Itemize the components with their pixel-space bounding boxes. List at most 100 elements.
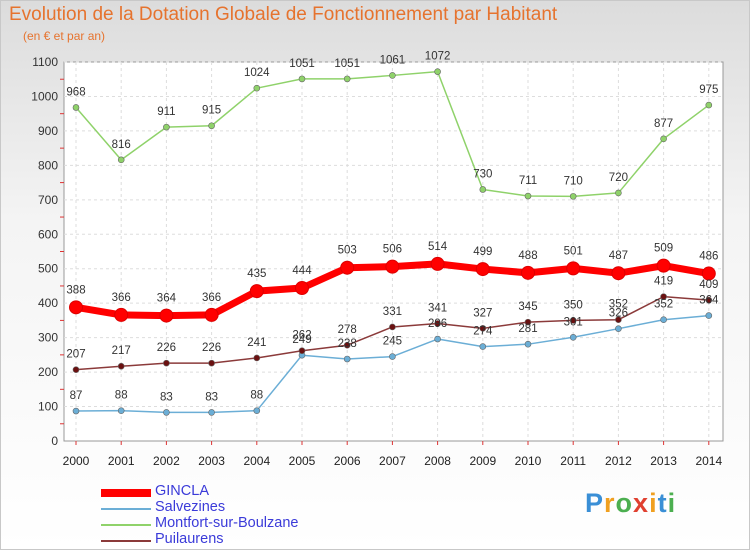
data-label: 301 [564, 316, 583, 328]
data-label: 968 [66, 86, 85, 98]
proxiti-logo: Proxiti [585, 488, 676, 519]
data-label: 435 [247, 268, 266, 280]
data-point [434, 320, 441, 327]
data-label: 409 [699, 279, 718, 291]
legend-label: GINCLA [155, 483, 209, 499]
data-point [295, 281, 309, 296]
data-label: 503 [338, 245, 357, 257]
data-label: 364 [157, 293, 177, 305]
y-tick-label: 500 [38, 262, 58, 276]
data-point [204, 307, 219, 322]
data-point [615, 325, 622, 332]
data-point [72, 104, 80, 111]
data-label: 274 [473, 326, 493, 338]
y-tick-label: 200 [38, 365, 58, 379]
data-label: 1024 [244, 67, 270, 79]
data-label: 350 [564, 299, 583, 311]
data-label: 444 [292, 265, 312, 277]
y-tick-label: 900 [38, 124, 58, 138]
x-tick-label: 2014 [695, 454, 722, 468]
data-point [249, 284, 264, 299]
data-point [385, 259, 400, 274]
legend-label: Montfort-sur-Boulzane [155, 515, 299, 531]
data-label: 352 [609, 299, 628, 311]
data-point [475, 262, 490, 277]
data-point [434, 68, 441, 75]
y-tick-label: 700 [38, 193, 58, 207]
data-label: 1072 [425, 51, 451, 63]
logo-letter: o [615, 488, 634, 518]
data-point [163, 409, 170, 416]
data-label: 877 [654, 118, 673, 130]
data-point [660, 293, 667, 300]
data-point [343, 75, 351, 83]
y-tick-label: 800 [38, 158, 58, 172]
data-label: 730 [473, 168, 492, 180]
x-tick-label: 2004 [243, 454, 270, 468]
data-label: 345 [518, 301, 537, 313]
x-tick-label: 2001 [108, 454, 135, 468]
data-label: 975 [699, 84, 718, 96]
data-label: 488 [518, 250, 537, 262]
data-point [569, 333, 577, 341]
data-point [72, 407, 80, 415]
data-label: 915 [202, 105, 221, 117]
data-label: 296 [428, 318, 447, 330]
data-point [566, 261, 581, 276]
y-tick-label: 0 [51, 434, 58, 448]
data-point [434, 335, 441, 343]
data-label: 1051 [334, 58, 360, 70]
data-label: 88 [250, 390, 263, 402]
data-point [479, 343, 487, 350]
data-point [701, 266, 716, 281]
data-point [163, 359, 170, 367]
data-point [656, 258, 671, 273]
legend-swatch [101, 508, 151, 510]
x-tick-label: 2009 [469, 454, 496, 468]
data-label: 226 [202, 342, 221, 354]
data-point [340, 260, 355, 275]
data-point [660, 135, 667, 143]
data-label: 341 [428, 303, 447, 315]
legend-swatch [101, 489, 151, 497]
data-point [163, 123, 170, 131]
data-label: 514 [428, 241, 448, 253]
data-label: 83 [160, 391, 173, 403]
y-tick-label: 1000 [31, 89, 58, 103]
data-label: 87 [70, 390, 83, 402]
data-point [569, 317, 577, 324]
data-label: 331 [383, 306, 402, 318]
logo-letter: P [585, 488, 605, 518]
data-label: 238 [338, 338, 357, 350]
chart-subtitle: (en € et par an) [23, 29, 106, 43]
y-tick-label: 600 [38, 227, 58, 241]
x-tick-label: 2002 [153, 454, 180, 468]
data-point [660, 316, 667, 324]
logo-letter: x [633, 488, 650, 518]
data-label: 720 [609, 172, 628, 184]
y-tick-label: 100 [38, 400, 58, 414]
data-label: 327 [473, 307, 492, 319]
data-label: 1061 [380, 54, 406, 66]
legend-label: Salvezines [155, 499, 226, 515]
data-label: 911 [157, 106, 175, 118]
data-point [389, 353, 396, 360]
data-label: 509 [654, 243, 673, 255]
data-label: 419 [654, 276, 673, 288]
data-point [117, 362, 125, 370]
data-point [253, 84, 261, 92]
data-point [117, 156, 125, 164]
legend-item: Puilaurens [101, 531, 361, 549]
logo-letter: i [667, 488, 677, 518]
data-label: 207 [66, 349, 85, 361]
data-point [611, 266, 626, 281]
data-point [208, 409, 215, 416]
data-label: 816 [112, 139, 131, 151]
data-label: 388 [66, 284, 85, 296]
x-tick-label: 2013 [650, 454, 677, 468]
data-point [615, 316, 622, 324]
logo-letter: t [657, 488, 668, 518]
data-point [430, 256, 445, 271]
chart-title: Evolution de la Dotation Globale de Fonc… [9, 4, 558, 25]
